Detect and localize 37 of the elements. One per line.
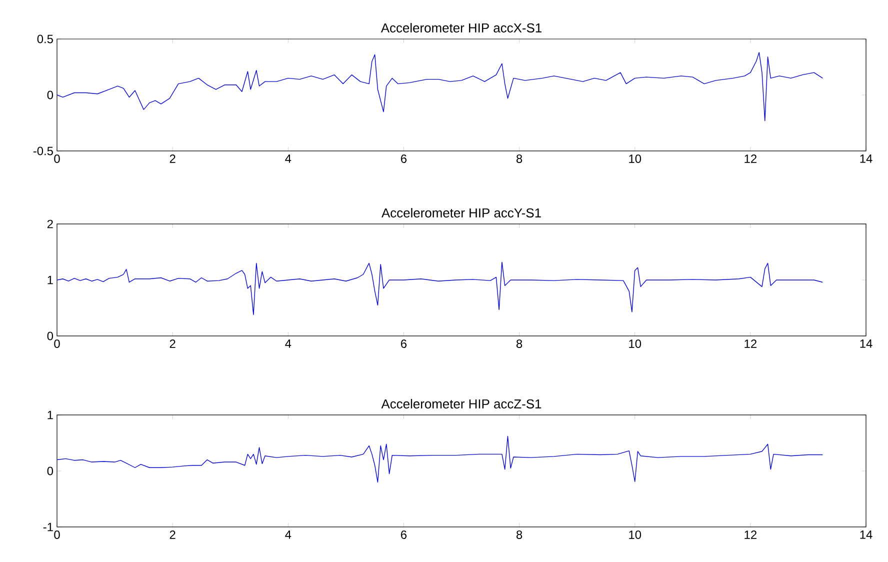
x-tick-label: 14 — [860, 340, 872, 348]
x-tick-label: 12 — [744, 154, 756, 163]
y-tick-label: 1 — [48, 410, 53, 420]
chart-title: Accelerometer HIP accX-S1 — [380, 22, 542, 32]
line-series — [57, 52, 824, 122]
x-tick-label: 10 — [629, 530, 642, 539]
x-tick-label: 2 — [170, 530, 176, 539]
x-tick-label: 0 — [54, 154, 60, 163]
x-tick-label: 4 — [285, 154, 292, 163]
x-tick-label: 4 — [285, 340, 292, 348]
x-tick-label: 12 — [744, 340, 756, 348]
y-tick-label: -1 — [43, 522, 53, 532]
x-tick-label: 8 — [516, 154, 522, 163]
x-tick-label: 8 — [516, 530, 522, 539]
x-tick-label: 14 — [860, 530, 872, 539]
x-tick-label: 4 — [285, 530, 292, 539]
x-tick-label: 6 — [401, 530, 407, 539]
x-tick-label: 2 — [170, 154, 176, 163]
x-tick-label: 0 — [54, 530, 60, 539]
x-tick-label: 12 — [744, 530, 756, 539]
y-tick-label: 1 — [48, 276, 53, 284]
x-tick-label: 8 — [516, 340, 522, 348]
x-tick-label: 6 — [401, 340, 407, 348]
x-tick-label: 6 — [401, 154, 407, 163]
x-tick-label: 10 — [629, 154, 642, 163]
x-tick-label: 0 — [54, 340, 60, 348]
y-tick-label: 0 — [47, 332, 54, 340]
y-tick-label: 0.5 — [37, 34, 53, 44]
y-tick-label: -0.5 — [33, 146, 53, 156]
chart-title: Accelerometer HIP accZ-S1 — [381, 398, 542, 408]
y-tick-label: 2 — [47, 220, 53, 228]
chart-title: Accelerometer HIP accY-S1 — [382, 208, 541, 218]
y-tick-label: 0 — [47, 466, 54, 476]
x-tick-label: 14 — [860, 154, 872, 163]
x-tick-label: 10 — [629, 340, 642, 348]
x-tick-label: 2 — [170, 340, 176, 348]
y-tick-label: 0 — [47, 90, 54, 100]
